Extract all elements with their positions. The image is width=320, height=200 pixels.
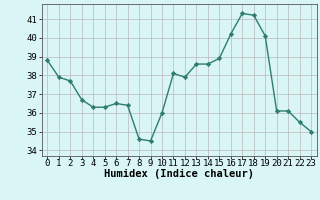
X-axis label: Humidex (Indice chaleur): Humidex (Indice chaleur): [104, 169, 254, 179]
